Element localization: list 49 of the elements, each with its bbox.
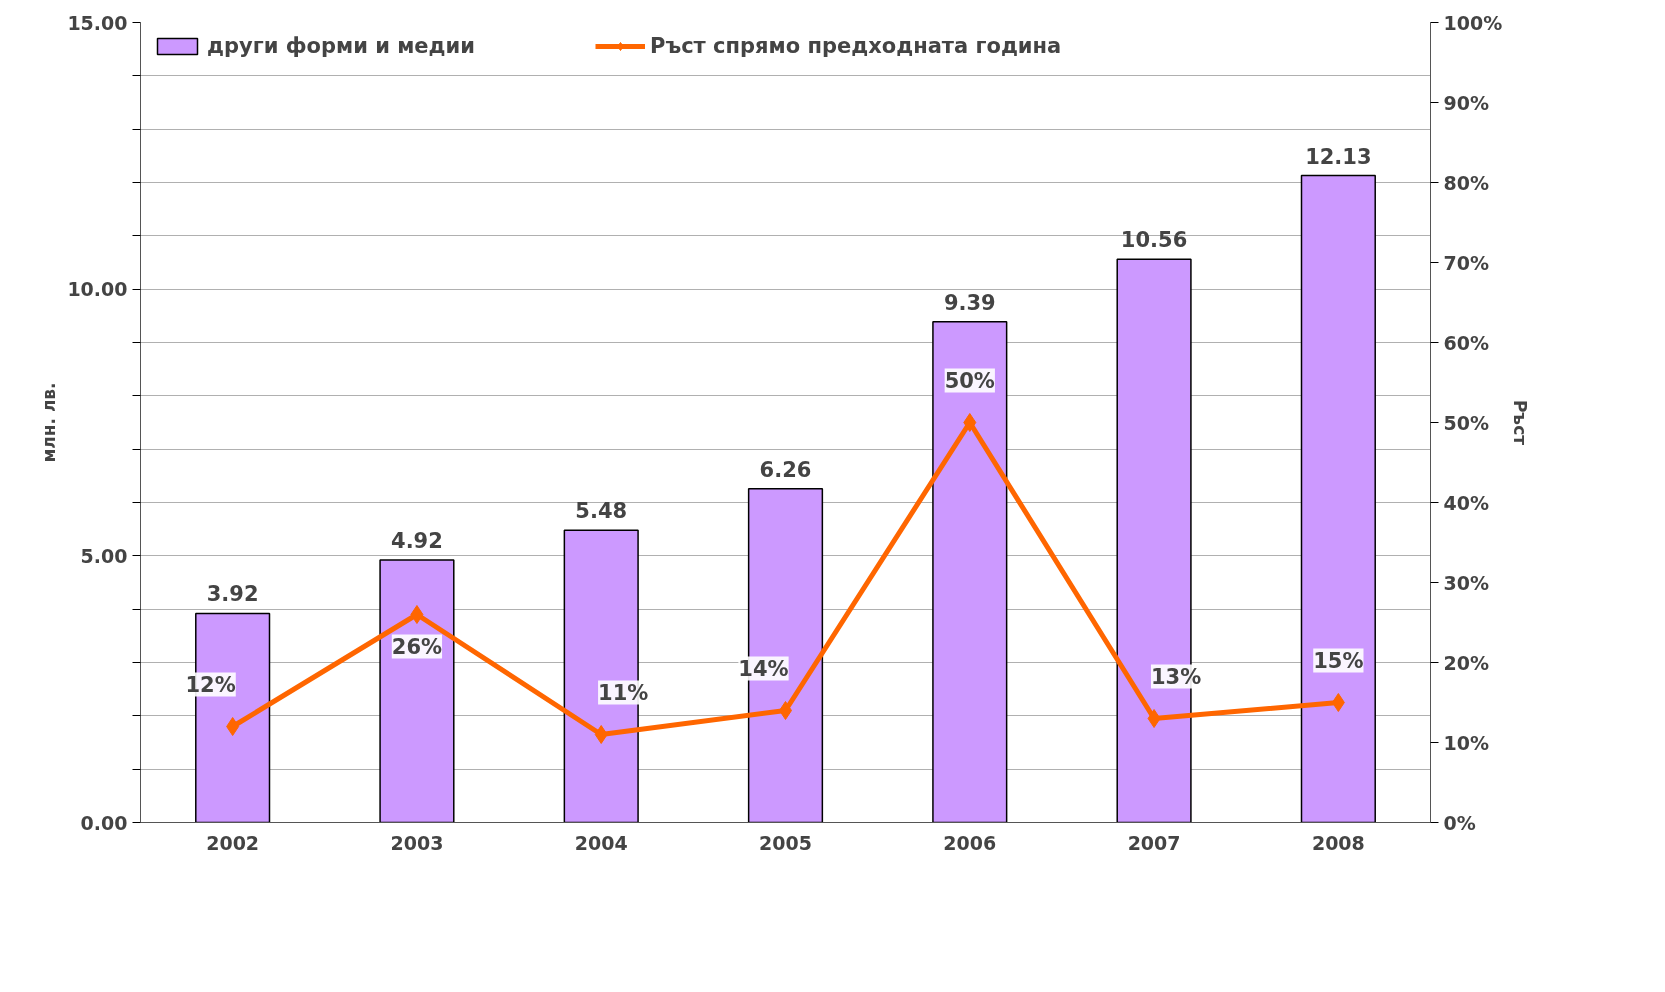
y2-tick-label: 90% bbox=[1443, 91, 1489, 114]
x-tick-label: 2007 bbox=[1127, 831, 1181, 854]
y2-tick-label: 0% bbox=[1443, 811, 1476, 834]
data-label: 4.92 bbox=[391, 529, 443, 554]
point bbox=[226, 717, 240, 736]
data-label: 6.26 bbox=[759, 457, 812, 482]
y-tick-label: 5.00 bbox=[80, 544, 128, 567]
point bbox=[963, 413, 977, 432]
data-label: 5.48 bbox=[575, 499, 628, 524]
y-tick-label: 15.00 bbox=[67, 11, 128, 34]
point bbox=[594, 725, 608, 744]
y2-tick-label: 30% bbox=[1443, 571, 1489, 594]
y2-axis-title: Ръст bbox=[1510, 399, 1531, 446]
data-label: 26% bbox=[391, 634, 443, 659]
y-axis-title: млн. лв. bbox=[39, 382, 60, 463]
data-label: 9.39 bbox=[943, 290, 996, 315]
data-label: 14% bbox=[738, 656, 789, 681]
data-label: 50% bbox=[944, 368, 995, 393]
data-label: 10.56 bbox=[1120, 228, 1188, 253]
bar bbox=[932, 320, 1008, 823]
x-tick-label: 2006 bbox=[943, 831, 997, 854]
data-label: 11% bbox=[598, 680, 649, 705]
y2-tick-label: 50% bbox=[1443, 411, 1489, 434]
y2-tick-label: 40% bbox=[1443, 491, 1489, 514]
data-label: 15% bbox=[1313, 648, 1364, 673]
data-label: 12% bbox=[185, 672, 236, 697]
x-tick-label: 2005 bbox=[759, 831, 812, 854]
x-tick-label: 2008 bbox=[1311, 831, 1365, 854]
y2-tick-label: 80% bbox=[1443, 171, 1489, 194]
y2-tick-label: 70% bbox=[1443, 251, 1489, 274]
y2-tick-label: 10% bbox=[1443, 731, 1489, 754]
y2-tick-label: 60% bbox=[1443, 331, 1489, 354]
legend-label: Ръст спрямо предходната година bbox=[650, 34, 1062, 58]
point bbox=[1147, 709, 1161, 728]
point bbox=[410, 605, 424, 624]
x-tick-label: 2004 bbox=[574, 831, 628, 854]
x-tick-label: 2003 bbox=[390, 831, 444, 854]
data-label: 13% bbox=[1150, 664, 1202, 689]
x-tick-label: 2002 bbox=[206, 831, 260, 854]
data-label: 3.92 bbox=[206, 582, 259, 607]
bar bbox=[1300, 174, 1376, 823]
y-tick-label: 10.00 bbox=[67, 278, 128, 301]
point bbox=[1331, 693, 1345, 712]
bar bbox=[379, 559, 455, 823]
legend-label: други форми и медии bbox=[207, 34, 475, 58]
y-tick-label: 0.00 bbox=[80, 811, 128, 834]
data-label: 12.13 bbox=[1305, 144, 1372, 169]
y2-tick-label: 20% bbox=[1443, 651, 1489, 674]
y2-tick-label: 100% bbox=[1443, 11, 1503, 34]
